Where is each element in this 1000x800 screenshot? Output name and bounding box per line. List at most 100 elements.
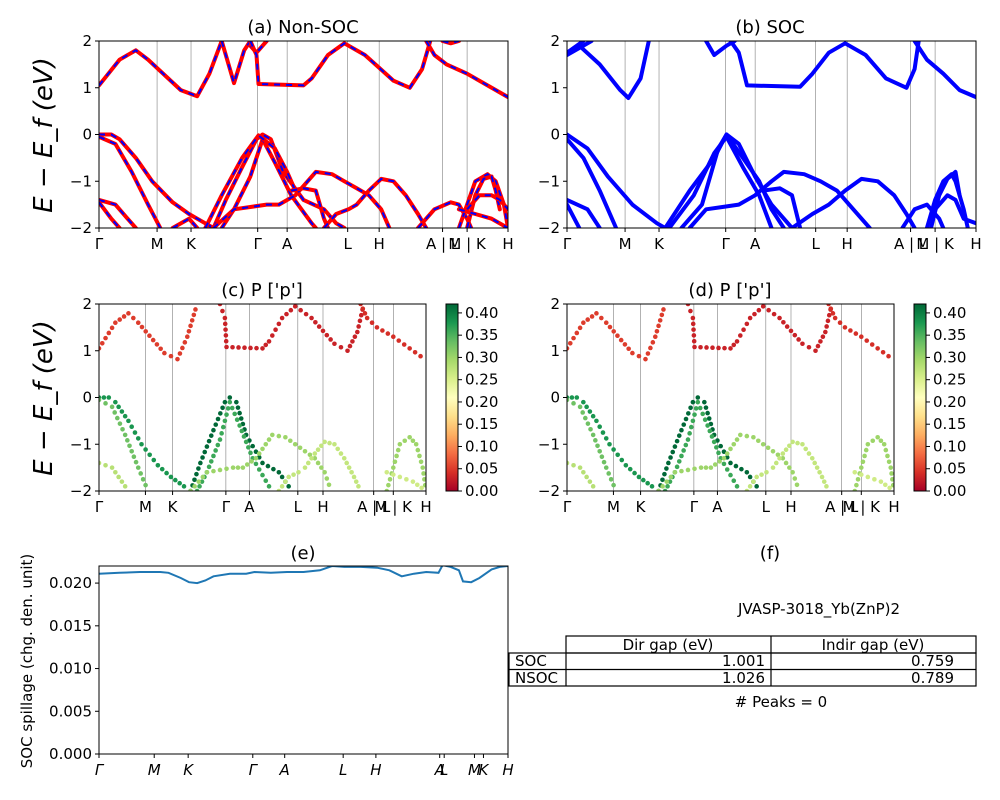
colorbar-tick-label: 0.40: [933, 304, 966, 322]
y-tick-label: −2: [538, 219, 560, 237]
x-tick-label: H: [420, 498, 431, 516]
band-point: [410, 479, 416, 484]
band-point: [184, 334, 190, 340]
colorbar-tick-label: 0.05: [933, 460, 966, 478]
y-tick-label: −2: [538, 482, 560, 500]
band-point: [223, 338, 229, 344]
band-point: [744, 470, 750, 475]
band-point: [692, 412, 697, 417]
band-point: [590, 413, 596, 419]
band-point: [792, 332, 798, 338]
band-point: [580, 410, 585, 415]
band-point: [322, 439, 327, 445]
band-point: [227, 395, 233, 400]
band-point: [188, 323, 193, 329]
band-point: [821, 479, 827, 484]
band-point: [271, 466, 276, 472]
band-point: [154, 342, 160, 347]
band-point: [815, 343, 821, 349]
band-point: [315, 460, 321, 466]
band-point: [248, 450, 253, 456]
band-point: [800, 341, 805, 347]
band-point: [590, 484, 596, 489]
y-tick-label: −1: [538, 172, 560, 190]
band-point: [122, 432, 128, 438]
band-point: [679, 453, 684, 459]
peaks-count: # Peaks = 0: [735, 693, 827, 711]
band-point: [283, 479, 288, 484]
band-point: [890, 482, 894, 488]
band-point: [664, 479, 670, 484]
x-tick-label: L: [762, 498, 771, 516]
band-point: [728, 346, 733, 351]
band-point: [796, 337, 801, 342]
band-point: [279, 474, 285, 480]
band-point: [771, 311, 777, 317]
band-line-dashed: [458, 208, 508, 228]
band-point: [880, 350, 886, 355]
band-point: [162, 350, 167, 356]
band-point: [826, 304, 831, 307]
band-point: [138, 471, 143, 476]
band-point: [362, 311, 368, 316]
band-point: [422, 477, 426, 482]
band-line-dashed: [172, 217, 198, 228]
band-point: [700, 411, 706, 417]
table-cell-soc-dir: 1.001: [722, 652, 765, 670]
band-point: [122, 484, 128, 489]
x-tick-label: M | K: [843, 498, 882, 516]
band-point: [208, 433, 214, 438]
panel-f-title: (f): [760, 543, 780, 564]
band-point: [242, 345, 247, 351]
band-point: [860, 459, 866, 465]
band-point: [581, 320, 586, 326]
band-point: [803, 446, 809, 452]
band-point: [619, 457, 625, 463]
x-tick-label: A: [282, 235, 293, 253]
band-line: [577, 41, 651, 100]
band-line: [567, 41, 586, 55]
band-point: [217, 304, 223, 307]
band-point: [224, 466, 229, 472]
band-point: [254, 345, 259, 351]
band-point: [818, 339, 823, 344]
band-point: [826, 312, 832, 318]
x-tick-label: K: [636, 498, 647, 516]
band-point: [865, 441, 871, 447]
band-point: [202, 449, 208, 455]
band-point: [718, 443, 723, 449]
band-point: [204, 470, 210, 475]
band-point: [192, 477, 197, 483]
band-point: [819, 474, 825, 480]
band-point: [326, 482, 332, 488]
band-point: [99, 397, 102, 403]
x-tick-label: H: [317, 498, 328, 516]
band-point: [133, 459, 139, 465]
band-point: [236, 345, 241, 350]
band-point: [182, 340, 188, 345]
band-point: [380, 328, 385, 333]
band-point: [717, 459, 722, 464]
band-point: [623, 462, 629, 468]
band-point: [158, 346, 163, 352]
band-point: [140, 477, 146, 482]
band-point: [369, 320, 375, 326]
band-point: [770, 465, 776, 470]
band-point: [672, 444, 678, 449]
x-tick-label: L: [811, 235, 820, 253]
band-point: [415, 447, 421, 453]
band-point: [213, 422, 219, 427]
band-point: [225, 406, 231, 411]
band-point: [691, 333, 697, 338]
table-header-dir-gap: Dir gap (eV): [623, 636, 714, 654]
band-point: [790, 439, 795, 445]
band-point: [648, 345, 653, 351]
band-point: [820, 334, 826, 340]
band-point: [139, 324, 145, 330]
x-tick-label: H: [785, 498, 796, 516]
band-point: [679, 427, 684, 433]
colorbar-tick-label: 0.30: [465, 348, 498, 366]
band-point: [239, 428, 245, 434]
band-point: [265, 463, 271, 469]
